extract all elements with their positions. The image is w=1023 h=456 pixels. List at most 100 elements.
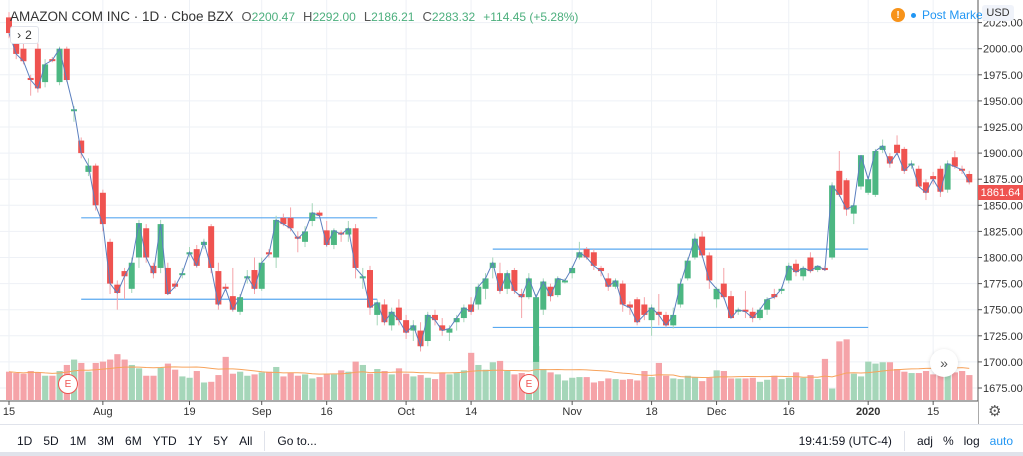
- candle-body: [879, 145, 886, 150]
- gear-icon[interactable]: ⚙: [988, 403, 1002, 420]
- price-tick-label: 1850.00: [983, 200, 1023, 212]
- candle-body: [684, 260, 691, 279]
- candle-body: [634, 299, 641, 323]
- symbol-header: AMAZON COM INC · 1D · Cboe BZX O2200.47 …: [10, 9, 578, 24]
- volume-bar: [800, 377, 807, 400]
- volume-bar: [540, 369, 547, 400]
- volume-bar: [814, 379, 821, 400]
- range-6m[interactable]: 6M: [125, 433, 142, 448]
- date-tick-label: Nov: [562, 406, 582, 418]
- candle-body: [78, 140, 85, 154]
- volume-bar: [612, 379, 619, 400]
- volume-bar: [843, 339, 850, 400]
- clock[interactable]: 19:41:59 (UTC-4): [798, 433, 892, 448]
- range-1m[interactable]: 1M: [69, 433, 87, 448]
- date-tick-label: 14: [465, 406, 477, 418]
- bottom-border: [0, 452, 1023, 456]
- date-tick-label: 19: [183, 406, 195, 418]
- volume-bar: [663, 375, 670, 400]
- log-toggle[interactable]: log: [963, 433, 980, 448]
- price-tick-label: 1750.00: [983, 305, 1023, 317]
- candle-body: [771, 294, 778, 298]
- candle-body: [720, 283, 727, 298]
- scroll-to-realtime-button[interactable]: »: [930, 349, 958, 377]
- candle-body: [792, 263, 799, 273]
- candle-body: [287, 217, 294, 229]
- candle-body: [395, 307, 402, 321]
- candle-body: [63, 48, 70, 81]
- candle-body: [280, 217, 287, 225]
- range-3m[interactable]: 3M: [97, 433, 115, 448]
- volume-bar: [728, 378, 735, 400]
- volume-bar: [316, 377, 323, 400]
- candle-body: [323, 230, 330, 245]
- range-1y[interactable]: 1Y: [187, 433, 203, 448]
- range-all[interactable]: All: [239, 433, 253, 448]
- candle-body: [121, 271, 128, 277]
- volume-bar: [583, 377, 590, 400]
- candle-body: [424, 314, 431, 342]
- volume-bar: [164, 363, 172, 400]
- date-tick-label: 15: [3, 406, 15, 418]
- candle-body: [20, 48, 27, 62]
- chevron-right-icon: ›: [17, 28, 22, 42]
- volume-bar: [764, 379, 771, 400]
- volume-bar: [222, 356, 229, 400]
- price-tick-label: 1675.00: [983, 383, 1023, 395]
- price-chart[interactable]: 2025.002000.001975.001950.001925.001900.…: [0, 0, 1023, 424]
- post-market-status[interactable]: ! Post Market: [891, 8, 986, 22]
- volume-bar: [367, 373, 374, 400]
- candle-body: [865, 179, 872, 193]
- percent-toggle[interactable]: %: [942, 433, 954, 448]
- adj-toggle[interactable]: adj: [916, 433, 933, 448]
- volume-bar: [215, 375, 222, 400]
- price-tick-label: 1875.00: [983, 174, 1023, 186]
- candle-body: [836, 170, 843, 195]
- volume-bar: [208, 381, 215, 400]
- low-value: 2186.21: [371, 10, 415, 24]
- candle-body: [381, 304, 388, 323]
- candle-body: [417, 330, 424, 347]
- volume-bar: [229, 373, 237, 400]
- candle-body: [951, 157, 958, 167]
- candle-body: [872, 151, 879, 195]
- range-5y[interactable]: 5Y: [213, 433, 229, 448]
- volume-bar: [641, 371, 648, 400]
- currency-label[interactable]: USD: [982, 5, 1014, 21]
- warning-icon[interactable]: !: [891, 8, 905, 22]
- close-line: [8, 32, 970, 349]
- range-1d[interactable]: 1D: [17, 433, 33, 448]
- volume-bar: [323, 374, 330, 400]
- volume-bar: [576, 377, 583, 400]
- price-tick-label: 1975.00: [983, 70, 1023, 82]
- earnings-marker[interactable]: E: [519, 374, 539, 394]
- candle-body: [85, 165, 92, 172]
- candle-body: [540, 281, 547, 310]
- range-ytd[interactable]: YTD: [152, 433, 177, 448]
- candle-body: [511, 270, 518, 291]
- legend-toggle-button[interactable]: › 2: [10, 26, 39, 44]
- earnings-marker[interactable]: E: [58, 374, 78, 394]
- volume-bar: [287, 373, 294, 400]
- candle-body: [164, 267, 171, 295]
- candle-body: [619, 283, 626, 305]
- range-5d[interactable]: 5D: [43, 433, 59, 448]
- candle-body: [655, 311, 662, 315]
- low-label: L: [363, 9, 372, 24]
- time-axis: [0, 401, 978, 424]
- candle-body: [590, 252, 597, 266]
- candle-body: [547, 286, 554, 297]
- symbol-title: AMAZON COM INC · 1D · Cboe BZX: [10, 9, 234, 24]
- volume-bar: [200, 382, 208, 400]
- auto-toggle[interactable]: auto: [989, 433, 1013, 448]
- volume-bar: [619, 379, 626, 400]
- volume-bar: [785, 377, 792, 400]
- volume-bar: [771, 375, 778, 400]
- date-tick-label: 16: [783, 406, 795, 418]
- post-market-label: Post Market: [922, 8, 987, 22]
- goto-button[interactable]: Go to...: [277, 433, 317, 448]
- candle-body: [691, 238, 698, 258]
- indicator-count: 2: [25, 28, 32, 42]
- price-tick-label: 1775.00: [983, 279, 1023, 291]
- candle-body: [330, 230, 337, 245]
